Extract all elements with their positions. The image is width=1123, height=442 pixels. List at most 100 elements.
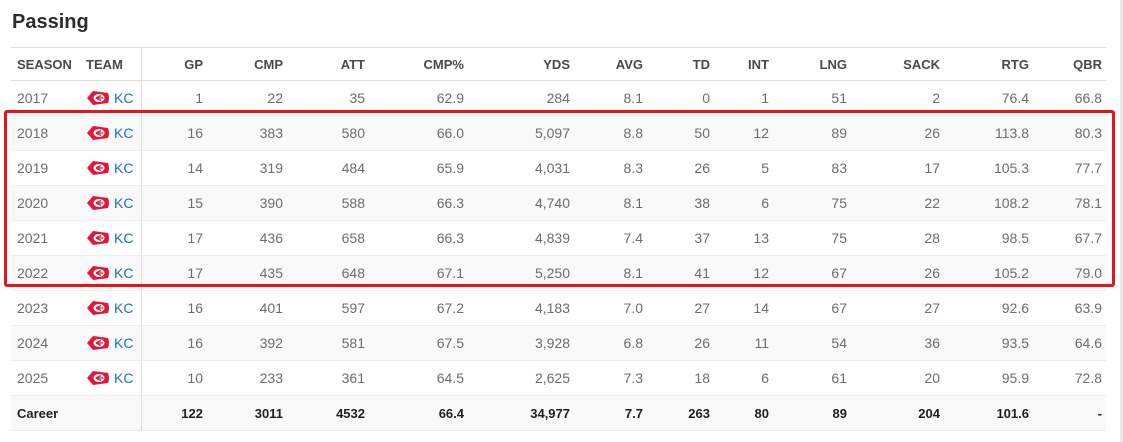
stat-cell-yds: 4,740 — [468, 185, 574, 221]
column-header-yds[interactable]: YDS — [468, 47, 574, 81]
column-header-qbr[interactable]: QBR — [1033, 47, 1106, 81]
stat-cell-gp: 15 — [141, 185, 207, 221]
stat-cell-att: 35 — [287, 80, 369, 116]
stat-cell-int: 6 — [714, 360, 773, 396]
stat-cell-rtg: 113.8 — [944, 115, 1033, 151]
stat-cell-att: 597 — [287, 290, 369, 326]
column-header-td[interactable]: TD — [647, 47, 714, 81]
stat-cell-td: 38 — [647, 185, 714, 221]
stat-cell-att: 581 — [287, 325, 369, 361]
team-link[interactable]: KC — [114, 370, 134, 386]
career-stat-td: 263 — [647, 395, 714, 431]
stat-cell-lng: 75 — [773, 220, 851, 256]
team-link[interactable]: KC — [114, 265, 134, 281]
stat-cell-att: 588 — [287, 185, 369, 221]
chiefs-arrowhead-icon[interactable] — [86, 230, 110, 246]
column-header-rtg[interactable]: RTG — [944, 47, 1033, 81]
team-link[interactable]: KC — [114, 125, 134, 141]
chiefs-arrowhead-icon[interactable] — [86, 90, 110, 106]
stat-cell-cmp-pct: 66.3 — [369, 185, 468, 221]
career-stat-yds: 34,977 — [468, 395, 574, 431]
stat-cell-qbr: 77.7 — [1033, 150, 1106, 186]
stat-cell-rtg: 95.9 — [944, 360, 1033, 396]
column-header-gp[interactable]: GP — [141, 47, 207, 81]
stat-cell-rtg: 105.2 — [944, 255, 1033, 291]
stat-cell-lng: 61 — [773, 360, 851, 396]
column-header-sack[interactable]: SACK — [851, 47, 944, 81]
stat-cell-qbr: 67.7 — [1033, 220, 1106, 256]
stat-cell-cmp: 392 — [207, 325, 287, 361]
chiefs-arrowhead-icon[interactable] — [86, 300, 110, 316]
stat-cell-sack: 20 — [851, 360, 944, 396]
stat-cell-int: 5 — [714, 150, 773, 186]
stat-cell-yds: 5,250 — [468, 255, 574, 291]
career-stat-lng: 89 — [773, 395, 851, 431]
season-cell: 2022 — [11, 255, 80, 291]
team-cell: KC — [80, 220, 142, 256]
stat-cell-cmp: 390 — [207, 185, 287, 221]
column-header-avg[interactable]: AVG — [574, 47, 647, 81]
chiefs-arrowhead-icon[interactable] — [86, 370, 110, 386]
stat-cell-cmp: 383 — [207, 115, 287, 151]
career-row: Career 122 3011 4532 66.4 34,977 7.7 263 80 89 204… — [11, 395, 1106, 431]
stat-cell-int: 6 — [714, 185, 773, 221]
stat-cell-cmp-pct: 66.3 — [369, 220, 468, 256]
team-link[interactable]: KC — [114, 230, 134, 246]
chiefs-arrowhead-icon[interactable] — [86, 195, 110, 211]
column-header-cmp-pct[interactable]: CMP% — [369, 47, 468, 81]
stat-cell-gp: 1 — [141, 80, 207, 116]
stat-cell-int: 12 — [714, 115, 773, 151]
team-wrapper: KC — [86, 335, 137, 351]
stat-cell-cmp-pct: 64.5 — [369, 360, 468, 396]
team-link[interactable]: KC — [114, 300, 134, 316]
stat-cell-lng: 51 — [773, 80, 851, 116]
chiefs-arrowhead-icon[interactable] — [86, 160, 110, 176]
stat-cell-lng: 54 — [773, 325, 851, 361]
team-link[interactable]: KC — [114, 160, 134, 176]
career-stat-cmp-pct: 66.4 — [369, 395, 468, 431]
table-row: 2024 KC 16 392 581 67.5 3,928 6.8 26 11 54 36 93.5 64… — [11, 325, 1106, 361]
career-stat-sack: 204 — [851, 395, 944, 431]
stat-cell-qbr: 66.8 — [1033, 80, 1106, 116]
stat-cell-avg: 8.1 — [574, 185, 647, 221]
career-stat-avg: 7.7 — [574, 395, 647, 431]
column-header-season[interactable]: SEASON — [11, 47, 80, 81]
stat-cell-td: 18 — [647, 360, 714, 396]
team-cell: KC — [80, 150, 142, 186]
chiefs-arrowhead-icon[interactable] — [86, 125, 110, 141]
stat-cell-sack: 26 — [851, 115, 944, 151]
chiefs-arrowhead-icon[interactable] — [86, 335, 110, 351]
stat-cell-qbr: 78.1 — [1033, 185, 1106, 221]
stat-cell-cmp-pct: 62.9 — [369, 80, 468, 116]
team-link[interactable]: KC — [114, 195, 134, 211]
stat-cell-cmp: 435 — [207, 255, 287, 291]
column-header-cmp[interactable]: CMP — [207, 47, 287, 81]
stat-cell-yds: 4,839 — [468, 220, 574, 256]
career-stat-qbr: - — [1033, 395, 1106, 431]
column-header-team[interactable]: TEAM — [80, 47, 142, 81]
section-title: Passing — [12, 11, 89, 33]
stat-cell-rtg: 98.5 — [944, 220, 1033, 256]
chiefs-arrowhead-icon[interactable] — [86, 265, 110, 281]
team-cell: KC — [80, 255, 142, 291]
stat-cell-int: 11 — [714, 325, 773, 361]
team-cell: KC — [80, 325, 142, 361]
team-link[interactable]: KC — [114, 90, 134, 106]
team-link[interactable]: KC — [114, 335, 134, 351]
column-header-att[interactable]: ATT — [287, 47, 369, 81]
column-header-int[interactable]: INT — [714, 47, 773, 81]
stat-cell-yds: 284 — [468, 80, 574, 116]
season-cell: 2019 — [11, 150, 80, 186]
stat-cell-sack: 22 — [851, 185, 944, 221]
stat-cell-rtg: 105.3 — [944, 150, 1033, 186]
team-wrapper: KC — [86, 300, 137, 316]
stat-cell-avg: 6.8 — [574, 325, 647, 361]
stat-cell-cmp-pct: 65.9 — [369, 150, 468, 186]
stat-cell-lng: 89 — [773, 115, 851, 151]
column-header-lng[interactable]: LNG — [773, 47, 851, 81]
stat-cell-avg: 8.3 — [574, 150, 647, 186]
stat-cell-cmp: 436 — [207, 220, 287, 256]
stat-cell-cmp-pct: 67.1 — [369, 255, 468, 291]
career-stat-att: 4532 — [287, 395, 369, 431]
stat-cell-gp: 16 — [141, 290, 207, 326]
